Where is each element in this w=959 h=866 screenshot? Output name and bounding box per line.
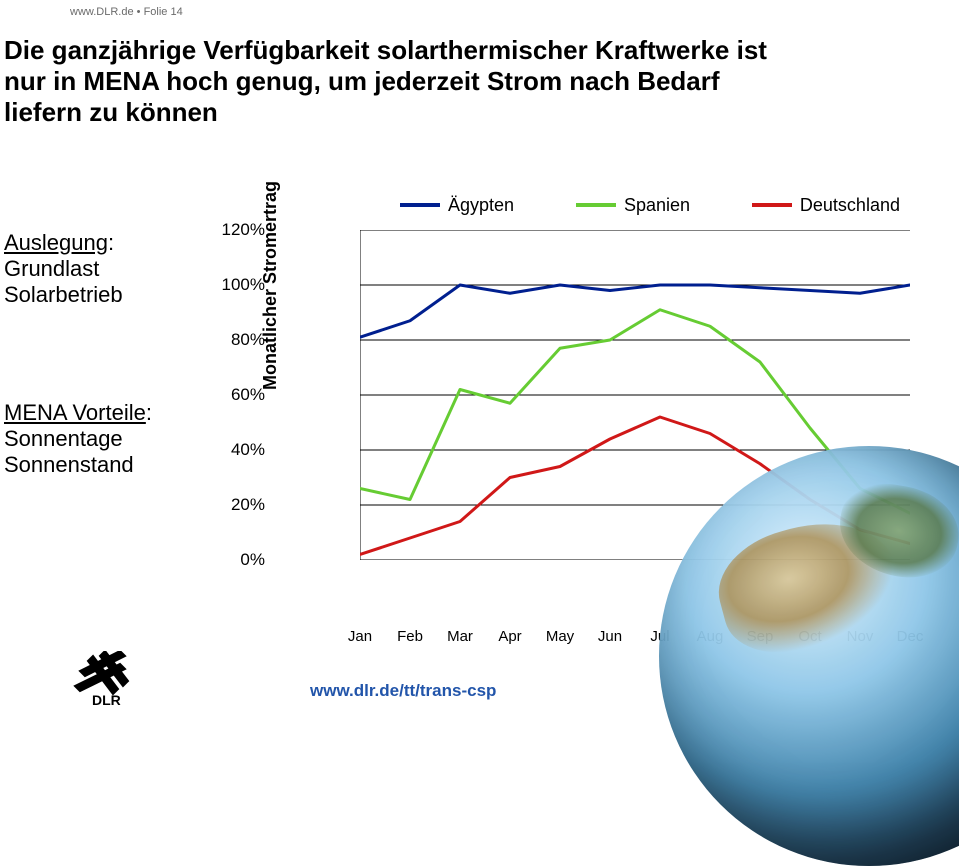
header-folie: Folie 14 [144,6,183,18]
xtick-label: Feb [397,628,423,645]
legend-swatch-germany [752,203,792,207]
legend-item-spain: Spanien [576,195,690,216]
dlr-logo: DLR [70,651,150,706]
xtick-label: May [546,628,574,645]
left1-a: Grundlast [4,256,123,282]
left1-head: Auslegung [4,230,108,255]
legend-label-spain: Spanien [624,195,690,216]
legend-item-germany: Deutschland [752,195,900,216]
left2-head: MENA Vorteile [4,400,146,425]
ytick-label: 120% [215,220,265,240]
left2-a: Sonnentage [4,426,152,452]
header-bullet: • [137,6,141,18]
chart-legend: Ägypten Spanien Deutschland [400,190,900,220]
slide-header: www.DLR.de • Folie 14 [70,6,183,18]
legend-label-egypt: Ägypten [448,195,514,216]
xtick-label: Jan [348,628,372,645]
left-block-1: Auslegung: Grundlast Solarbetrieb [4,230,123,308]
header-site: www.DLR.de [70,6,134,18]
footer-link: www.dlr.de/tt/trans-csp [310,681,496,701]
ytick-label: 80% [215,330,265,350]
legend-swatch-spain [576,203,616,207]
legend-swatch-egypt [400,203,440,207]
left2-b: Sonnenstand [4,452,152,478]
ytick-label: 60% [215,385,265,405]
ytick-label: 20% [215,495,265,515]
title-line-1: Die ganzjährige Verfügbarkeit solartherm… [4,35,944,66]
legend-label-germany: Deutschland [800,195,900,216]
ytick-label: 40% [215,440,265,460]
slide-title: Die ganzjährige Verfügbarkeit solartherm… [4,35,944,129]
ytick-label: 0% [215,550,265,570]
xtick-label: Apr [498,628,521,645]
title-line-3: liefern zu können [4,97,944,128]
title-line-2: nur in MENA hoch genug, um jederzeit Str… [4,66,944,97]
left1-b: Solarbetrieb [4,282,123,308]
ytick-label: 100% [215,275,265,295]
left-block-2: MENA Vorteile: Sonnentage Sonnenstand [4,400,152,478]
legend-item-egypt: Ägypten [400,195,514,216]
svg-text:DLR: DLR [92,692,121,706]
xtick-label: Jun [598,628,622,645]
xtick-label: Mar [447,628,473,645]
